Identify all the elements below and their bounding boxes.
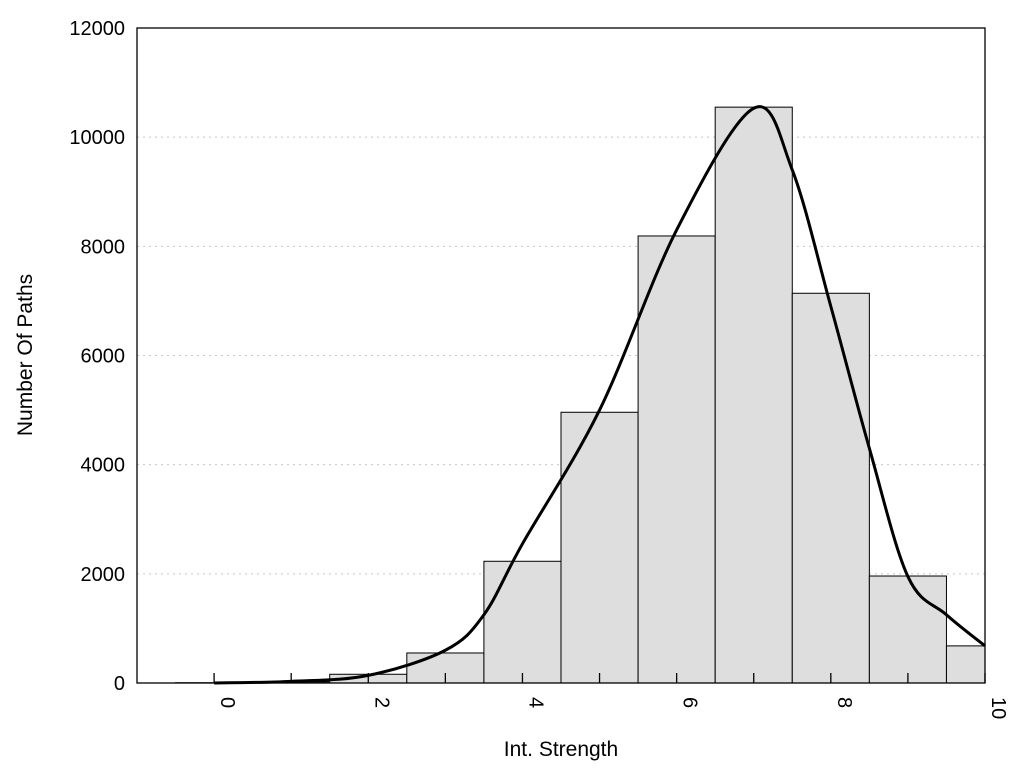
x-tick-label: 0 [216,697,238,708]
y-tick-labels: 0 2000 4000 6000 8000 10000 12000 [69,18,125,695]
bar [946,646,985,683]
bar [484,561,561,683]
x-tick-label: 6 [679,697,701,708]
y-tick-label: 2000 [81,564,126,586]
x-tick-label: 10 [987,697,1009,719]
bar [715,107,792,683]
x-tick-labels: 0 2 4 6 8 10 [216,697,1009,719]
y-tick-label: 12000 [69,18,125,40]
x-axis-label: Int. Strength [504,738,618,761]
bar [869,576,946,683]
bar [792,293,869,683]
y-tick-label: 8000 [81,236,126,258]
x-tick-label: 2 [370,697,392,708]
y-tick-label: 4000 [81,455,126,477]
x-tick-label: 4 [524,697,546,708]
y-axis-label: Number Of Paths [14,274,37,436]
y-tick-label: 6000 [81,346,126,368]
bar [638,236,715,683]
x-tick-label: 8 [833,697,855,708]
y-tick-label: 10000 [69,127,125,149]
bar [561,412,638,683]
bars [176,107,985,683]
y-tick-label: 0 [114,673,125,695]
